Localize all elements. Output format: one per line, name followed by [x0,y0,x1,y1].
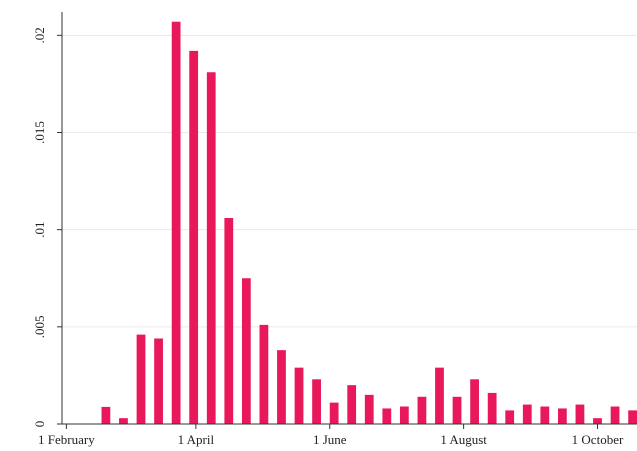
y-tick-label: 0 [32,421,47,428]
x-tick-label: 1 February [38,432,95,447]
bar [294,367,304,424]
bar [628,410,637,424]
bar [189,50,199,425]
bar [224,218,234,424]
y-tick-label: .02 [32,27,47,43]
bar [136,334,146,424]
bar [206,72,216,424]
x-tick-label: 1 April [178,432,215,447]
y-tick-label: .015 [32,121,47,144]
x-tick-label: 1 June [313,432,347,447]
bar [505,410,515,424]
bar [241,278,251,424]
bar [540,406,550,424]
x-tick-label: 1 August [440,432,487,447]
bar [154,338,163,424]
bar [312,379,321,424]
bar [347,385,357,424]
bar [277,350,286,424]
bar [470,379,479,424]
bar [593,418,602,424]
bar [119,418,128,424]
x-tick-label: 1 October [572,432,624,447]
bar [487,392,497,424]
bar [435,367,444,424]
bar [610,406,620,424]
bar [364,394,374,424]
bar [557,408,567,424]
bar [399,406,409,424]
bar [575,404,585,424]
bar [522,404,532,424]
bar [452,396,462,424]
bar [382,408,392,424]
bar [417,396,427,424]
bar [101,406,111,424]
y-tick-label: .005 [32,315,47,338]
bar [329,402,339,424]
bar [171,21,181,425]
bar [259,324,269,424]
y-tick-label: .01 [32,222,47,238]
